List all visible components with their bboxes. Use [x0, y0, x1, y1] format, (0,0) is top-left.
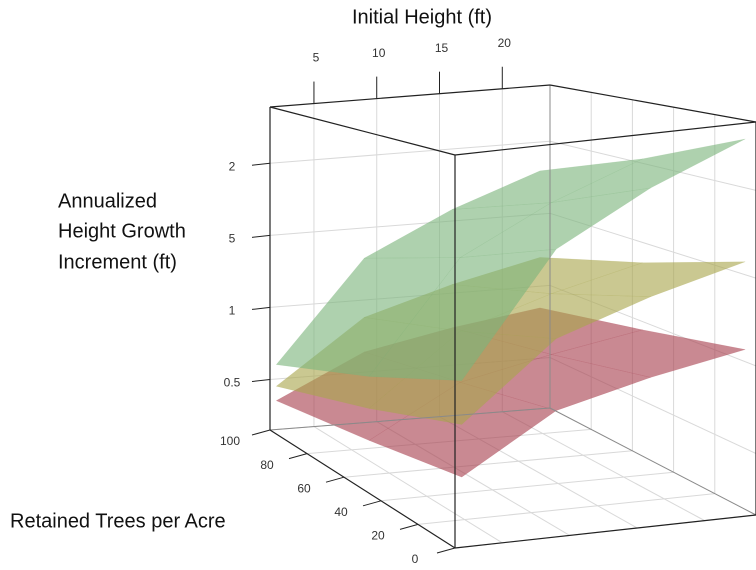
y-tick	[325, 476, 345, 483]
box-edge	[269, 106, 456, 156]
z-tick-label: 1	[229, 304, 236, 318]
x-axis-title: Initial Height (ft)	[352, 6, 492, 28]
x-tick-label: 20	[498, 36, 512, 50]
box-edge	[269, 84, 551, 108]
y-tick-label: 0	[412, 552, 419, 566]
x-tick-label: 15	[435, 41, 449, 55]
grid-line	[269, 140, 551, 164]
box-edge	[549, 84, 756, 123]
y-tick	[251, 429, 271, 436]
y-tick-label: 80	[260, 458, 274, 472]
surface-patch	[451, 158, 643, 210]
grid-line	[313, 426, 503, 544]
z-axis-title: Height Growth	[58, 220, 186, 242]
grid-line	[417, 493, 715, 525]
y-tick-label: 100	[220, 434, 240, 448]
y-tick-label: 40	[334, 505, 348, 519]
z-axis-title: Annualized	[58, 190, 157, 212]
z-tick	[251, 306, 271, 310]
y-tick	[399, 523, 419, 530]
z-tick-label: 2	[229, 159, 236, 173]
y-tick	[436, 547, 456, 554]
x-tick-label: 5	[313, 51, 320, 65]
z-axis-title: Increment (ft)	[58, 251, 177, 273]
z-tick-label: 5	[229, 232, 236, 246]
surface-layer	[275, 138, 746, 478]
box-edge	[454, 121, 756, 156]
box-edge	[549, 407, 756, 516]
box-edge	[454, 514, 756, 549]
grid-line	[380, 471, 674, 502]
z-tick-label: 0.5	[224, 376, 241, 390]
y-axis-title: Retained Trees per Acre	[10, 510, 226, 532]
box-edge	[269, 407, 551, 431]
y-tick	[288, 453, 308, 460]
grid-line	[343, 450, 633, 478]
z-tick	[251, 234, 271, 238]
z-tick	[251, 162, 271, 166]
y-tick-label: 20	[371, 529, 385, 543]
y-tick-label: 60	[297, 481, 311, 495]
grid-line	[502, 411, 705, 522]
box-edge	[269, 429, 456, 549]
y-tick	[362, 500, 382, 507]
box-layer	[269, 84, 756, 549]
x-tick-label: 10	[372, 46, 386, 60]
z-tick	[251, 379, 271, 383]
